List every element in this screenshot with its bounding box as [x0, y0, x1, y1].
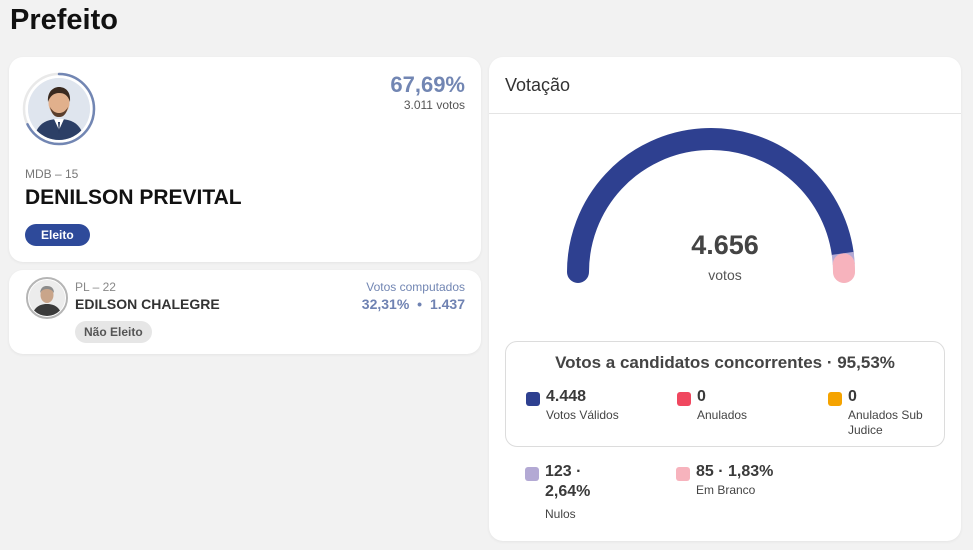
page-title: Prefeito	[10, 4, 118, 36]
winner-percent: 67,69%	[390, 72, 465, 97]
legend-swatch	[677, 392, 691, 406]
stat-label: Em Branco	[696, 483, 756, 497]
stat-value: 123 · 2,64%	[545, 463, 591, 500]
candidate-name: EDILSON CHALEGRE	[75, 296, 220, 312]
winner-card[interactable]: 67,69% 3.011 votos MDB – 15 DENILSON PRE…	[9, 57, 481, 262]
avatar-ring	[26, 277, 68, 319]
votes-computed-label: Votos computados	[366, 280, 465, 294]
stat-label: Anulados	[697, 408, 748, 422]
legend-swatch	[526, 392, 540, 406]
stat-value: 0	[848, 388, 857, 405]
candidate-votes: 1.437	[429, 296, 465, 312]
stat-em-branco: 85 · 1,83% Em Branco	[676, 462, 806, 502]
avatar	[28, 78, 90, 140]
stat-label: Votos Válidos	[546, 408, 619, 422]
candidate-results: 32,31% • 1.437	[362, 296, 465, 312]
box-title: Votos a candidatos concorrentes · 95,53%	[555, 353, 895, 372]
candidate-percent: 32,31%	[361, 296, 410, 312]
card-title: Votação	[505, 75, 571, 95]
winner-party: MDB – 15	[25, 167, 79, 181]
stat-anulados-sub-judice: 0 Anulados Sub Judice	[828, 387, 933, 442]
stat-value: 0	[697, 388, 706, 405]
winner-name: DENILSON PREVITAL	[25, 186, 242, 209]
candidates-votes-box: Votos a candidatos concorrentes · 95,53%…	[505, 341, 945, 447]
stat-label: Nulos	[545, 507, 576, 521]
second-candidate-card[interactable]: PL – 22 EDILSON CHALEGRE Não Eleito Voto…	[9, 270, 481, 354]
stat-anulados: 0 Anulados	[677, 387, 807, 427]
stat-label: Anulados Sub Judice	[848, 408, 923, 437]
avatar-progress-ring	[22, 72, 96, 146]
candidate-party: PL – 22	[75, 280, 116, 294]
votacao-card: Votação 4.656 votos Votos a candidatos c…	[489, 57, 961, 541]
not-elected-badge: Não Eleito	[75, 321, 152, 343]
stat-nulos: 123 · 2,64% Nulos	[525, 462, 615, 522]
stat-value: 4.448	[546, 388, 587, 405]
winner-votes: 3.011 votos	[403, 98, 465, 112]
gauge-arc-validos	[567, 128, 854, 283]
person-icon	[29, 280, 65, 316]
legend-swatch	[828, 392, 842, 406]
stat-votos-validos: 4.448 Votos Válidos	[526, 387, 656, 427]
votes-gauge	[567, 128, 855, 283]
avatar	[29, 280, 65, 316]
separator: •	[417, 296, 423, 312]
person-icon	[28, 78, 90, 140]
divider	[489, 113, 961, 114]
stat-value: 85 · 1,83%	[696, 463, 774, 480]
total-votes-unit: votos	[708, 267, 742, 283]
elected-badge: Eleito	[25, 224, 90, 246]
total-votes: 4.656	[691, 230, 759, 260]
legend-swatch	[676, 467, 690, 481]
legend-swatch	[525, 467, 539, 481]
